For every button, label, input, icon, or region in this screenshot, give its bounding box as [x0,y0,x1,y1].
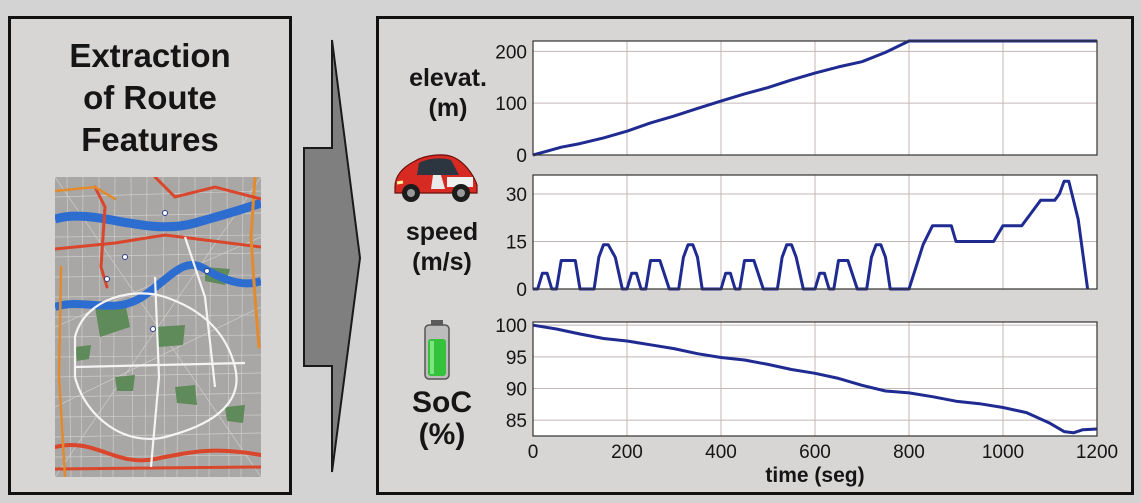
speed-ytick-label: 30 [506,185,527,206]
elevation-ytick-label: 200 [495,42,527,63]
city-map-image [55,177,261,477]
speed-ytick-label: 15 [506,233,527,254]
speed-label-line-2: (m/s) [412,248,472,276]
route-features-title: Extraction of Route Features [11,35,289,161]
soc-ytick-label: 100 [495,316,527,337]
soc-label-line-2: (%) [418,418,466,451]
soc-plot-frame [532,321,1098,437]
battery-icon [424,320,450,380]
elevation-label-line-2: (m) [428,94,468,122]
soc-series-line [532,323,1098,435]
soc-ytick-label: 90 [506,380,527,401]
elevation-ytick-label: 100 [495,94,527,115]
title-line-3: Features [81,121,219,158]
elevation-plot-frame [532,40,1098,156]
simulation-results-panel: elevat. (m) speed (m/s) SoC (%) 0 100 200 [376,16,1134,495]
soc-label: SoC (%) [383,387,501,451]
x-tick-label: 400 [705,442,737,463]
soc-ytick-label: 95 [506,348,527,369]
x-tick-label: 0 [528,442,539,463]
x-tick-label: 800 [893,442,925,463]
elevation-ytick-label: 0 [516,146,527,167]
speed-label: speed (m/s) [383,217,501,277]
process-arrow [303,39,362,473]
speed-label-line-1: speed [405,218,479,246]
elevation-label: elevat. (m) [389,63,507,123]
speed-ytick-label: 0 [516,280,527,301]
electric-car-icon [394,154,478,202]
x-axis-label: time (seg) [765,464,864,487]
soc-label-line-1: SoC [412,386,472,419]
x-tick-label: 1200 [1076,442,1118,463]
x-tick-label: 600 [799,442,831,463]
soc-ytick-label: 85 [506,411,527,432]
title-line-2: of Route [83,79,217,116]
x-tick-label: 1000 [982,442,1024,463]
speed-plot-frame [532,174,1098,290]
title-line-1: Extraction [69,37,231,74]
x-tick-label: 200 [611,442,643,463]
route-features-panel: Extraction of Route Features [8,16,292,495]
elevation-label-line-1: elevat. [409,64,487,92]
